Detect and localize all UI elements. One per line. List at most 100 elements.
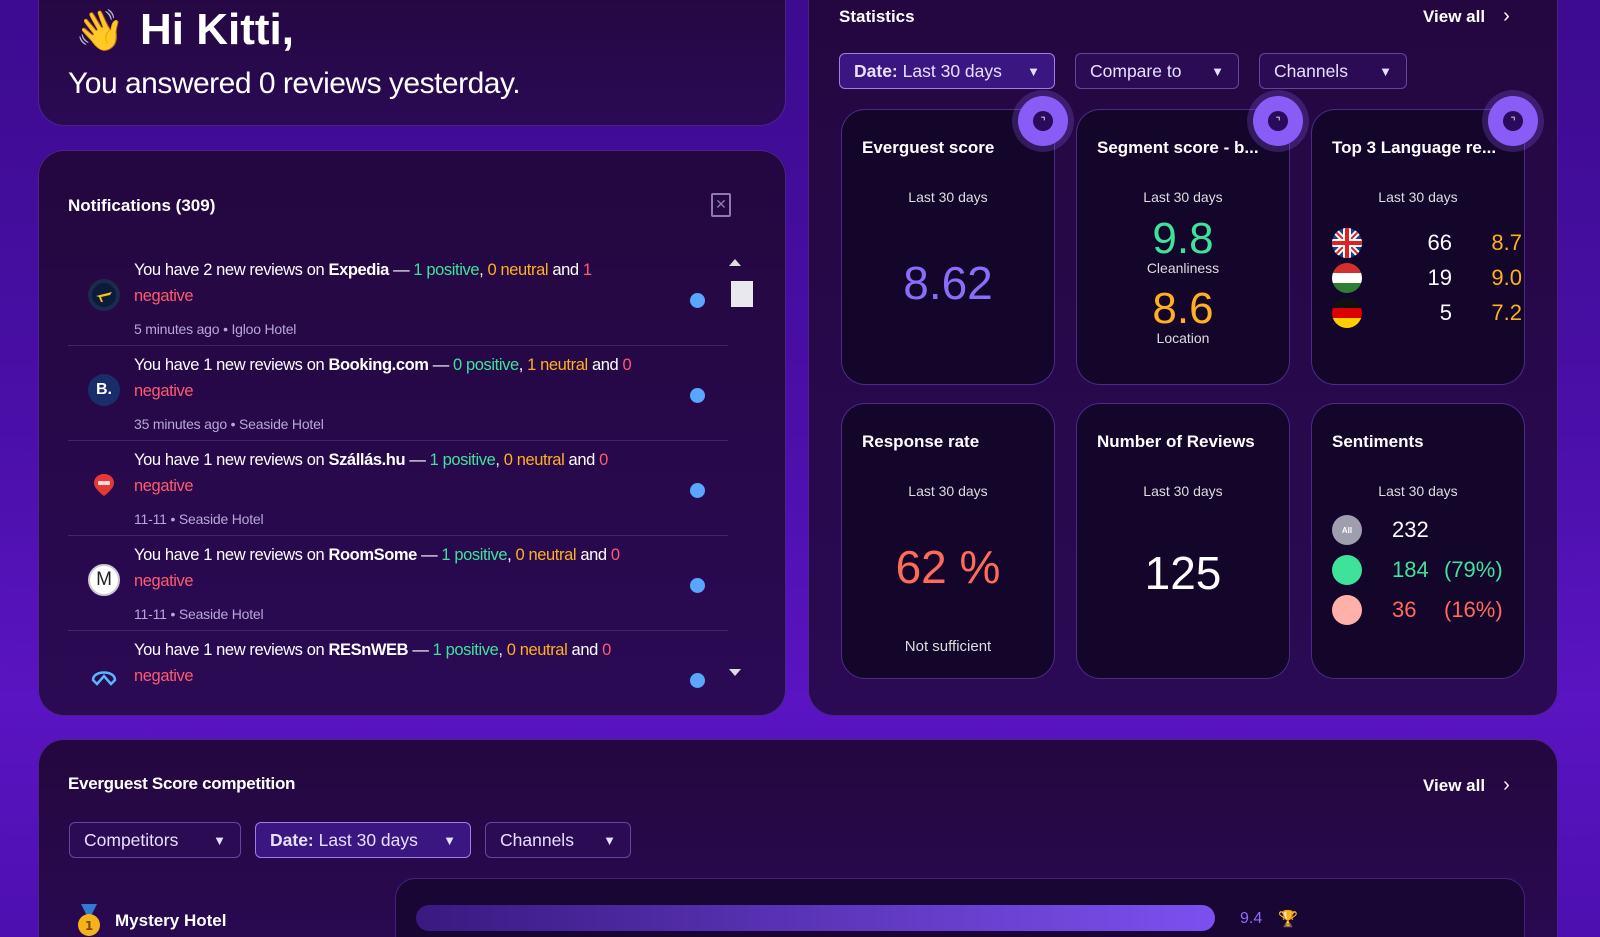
segment-first-value: 9.8 — [1152, 214, 1214, 263]
scroll-up-arrow[interactable] — [729, 259, 741, 266]
notification-meta: 35 minutes ago • Seaside Hotel — [134, 416, 324, 432]
statistics-title: Statistics — [839, 7, 915, 26]
greeting-summary: You answered 0 reviews yesterday. — [68, 67, 521, 100]
channels-dropdown[interactable]: Channels ▼ — [1259, 53, 1407, 89]
unread-dot — [690, 388, 705, 403]
notifications-panel: Notifications (309) ✕ You have 2 new rev… — [38, 150, 786, 716]
competitors-dropdown[interactable]: Competitors ▼ — [69, 822, 241, 858]
notification-item[interactable]: B. You have 1 new reviews on Booking.com… — [68, 346, 728, 441]
card-title: Segment score - b... — [1097, 138, 1259, 157]
card-title: Top 3 Language re... — [1332, 138, 1497, 157]
source-name: Expedia — [328, 261, 389, 279]
sentiment-row-all: All 232 — [1332, 515, 1522, 545]
expand-icon[interactable]: ⌝ — [1018, 96, 1068, 146]
statistics-panel: Statistics View all › Date: Last 30 days ▼… — [808, 0, 1558, 716]
source-name: Szállás.hu — [328, 451, 406, 469]
sentiment-row-positive: 184 (79%) — [1332, 555, 1522, 585]
unread-dot — [690, 483, 705, 498]
chevron-down-icon: ▼ — [603, 832, 616, 848]
competition-view-all-link[interactable]: View all › — [1423, 774, 1510, 796]
positive-sentiment-icon — [1332, 555, 1362, 585]
notification-meta: 11-11 • Seaside Hotel — [134, 606, 264, 622]
expedia-icon — [88, 279, 120, 311]
number-of-reviews-card[interactable]: Number of Reviews Last 30 days 125 — [1076, 403, 1290, 679]
notification-item[interactable]: You have 2 new reviews on Expedia — 1 po… — [68, 251, 728, 346]
roomsome-icon: M — [88, 564, 120, 596]
resnweb-icon — [88, 659, 120, 691]
source-name: RoomSome — [328, 546, 417, 564]
scroll-down-arrow[interactable] — [729, 669, 741, 676]
reviews-count-value: 125 — [1144, 547, 1222, 599]
segment-second-label: Location — [1156, 330, 1210, 346]
all-sentiment-icon: All — [1332, 515, 1362, 545]
chevron-right-icon: › — [1503, 5, 1510, 27]
negative-sentiment-icon — [1332, 595, 1362, 625]
competitor-score-value: 9.4 — [1240, 910, 1263, 927]
competition-chart: 9.4 🏆 — [395, 878, 1525, 937]
notification-meta: 5 minutes ago • Igloo Hotel — [134, 321, 297, 337]
unread-dot — [690, 673, 705, 688]
response-rate-note: Not sufficient — [904, 638, 992, 655]
szallas-icon — [88, 469, 120, 501]
sentiments-card[interactable]: Sentiments Last 30 days All 232 184 (79%… — [1311, 403, 1525, 679]
expand-icon[interactable]: ⌝ — [1488, 96, 1538, 146]
card-title: Number of Reviews — [1097, 432, 1255, 451]
competitor-hotel-row[interactable]: 1 Mystery Hotel — [75, 904, 226, 937]
gold-medal-icon: 1 — [75, 904, 103, 937]
notifications-list: You have 2 new reviews on Expedia — 1 po… — [68, 251, 728, 715]
trophy-icon: 🏆 — [1278, 911, 1299, 928]
notification-item[interactable]: You have 1 new reviews on RESnWEB — 1 po… — [68, 631, 728, 715]
response-rate-card[interactable]: Response rate Last 30 days 62 % Not suff… — [841, 403, 1055, 679]
svg-text:1: 1 — [85, 919, 93, 933]
germany-flag-icon — [1332, 298, 1362, 328]
chevron-down-icon: ▼ — [1211, 63, 1224, 79]
clear-notifications-icon[interactable]: ✕ — [711, 193, 731, 217]
competition-panel: Everguest Score competition View all › Co… — [38, 739, 1558, 937]
uk-flag-icon — [1332, 228, 1362, 258]
card-title: Sentiments — [1332, 432, 1424, 451]
unread-dot — [690, 578, 705, 593]
greeting-panel: 👋 Hi Kitti, You answered 0 reviews yeste… — [38, 0, 786, 126]
card-period: Last 30 days — [1378, 189, 1458, 205]
booking-icon: B. — [88, 374, 120, 406]
segment-score-card[interactable]: Segment score - b... Last 30 days 9.8 Cl… — [1076, 96, 1303, 385]
language-row: 66 8.7 — [1332, 228, 1522, 258]
notification-meta: 11-11 • Seaside Hotel — [134, 511, 264, 527]
card-period: Last 30 days — [908, 483, 988, 499]
waving-hand-icon: 👋 — [75, 9, 125, 53]
sentiment-row-negative: 36 (16%) — [1332, 595, 1522, 625]
expand-icon[interactable]: ⌝ — [1253, 96, 1303, 146]
segment-first-label: Cleanliness — [1146, 260, 1220, 276]
competition-date-dropdown[interactable]: Date: Last 30 days ▼ — [255, 822, 471, 858]
competition-title: Everguest Score competition — [68, 774, 296, 793]
greeting-title: Hi Kitti, — [140, 5, 294, 54]
chevron-down-icon: ▼ — [443, 832, 456, 848]
notification-item[interactable]: M You have 1 new reviews on RoomSome — 1… — [68, 536, 728, 631]
competitor-score-bar — [416, 905, 1215, 931]
card-period: Last 30 days — [1143, 189, 1223, 205]
compare-to-dropdown[interactable]: Compare to ▼ — [1075, 53, 1239, 89]
hungary-flag-icon — [1332, 263, 1362, 293]
unread-dot — [690, 293, 705, 308]
chevron-down-icon: ▼ — [1379, 63, 1392, 79]
statistics-view-all-link[interactable]: View all › — [1423, 5, 1510, 27]
notification-item[interactable]: You have 1 new reviews on Szállás.hu — 1… — [68, 441, 728, 536]
chevron-down-icon: ▼ — [1027, 63, 1040, 79]
top-languages-card[interactable]: Top 3 Language re... Last 30 days 66 8.7… — [1311, 96, 1538, 385]
source-name: Booking.com — [328, 356, 429, 374]
notifications-title: Notifications (309) — [68, 196, 216, 215]
response-rate-value: 62 % — [895, 541, 1001, 593]
card-title: Everguest score — [862, 138, 995, 157]
source-name: RESnWEB — [328, 641, 409, 659]
language-row: 5 7.2 — [1332, 298, 1522, 328]
card-title: Response rate — [862, 432, 980, 451]
card-period: Last 30 days — [1143, 483, 1223, 499]
everguest-score-card[interactable]: Everguest score Last 30 days 8.62 ⌝ — [841, 96, 1068, 385]
segment-second-value: 8.6 — [1152, 284, 1214, 333]
language-row: 19 9.0 — [1332, 263, 1522, 293]
card-period: Last 30 days — [908, 189, 988, 205]
competition-channels-dropdown[interactable]: Channels ▼ — [485, 822, 631, 858]
card-period: Last 30 days — [1378, 483, 1458, 499]
scrollbar-thumb[interactable] — [731, 281, 753, 307]
date-filter-dropdown[interactable]: Date: Last 30 days ▼ — [839, 53, 1055, 89]
